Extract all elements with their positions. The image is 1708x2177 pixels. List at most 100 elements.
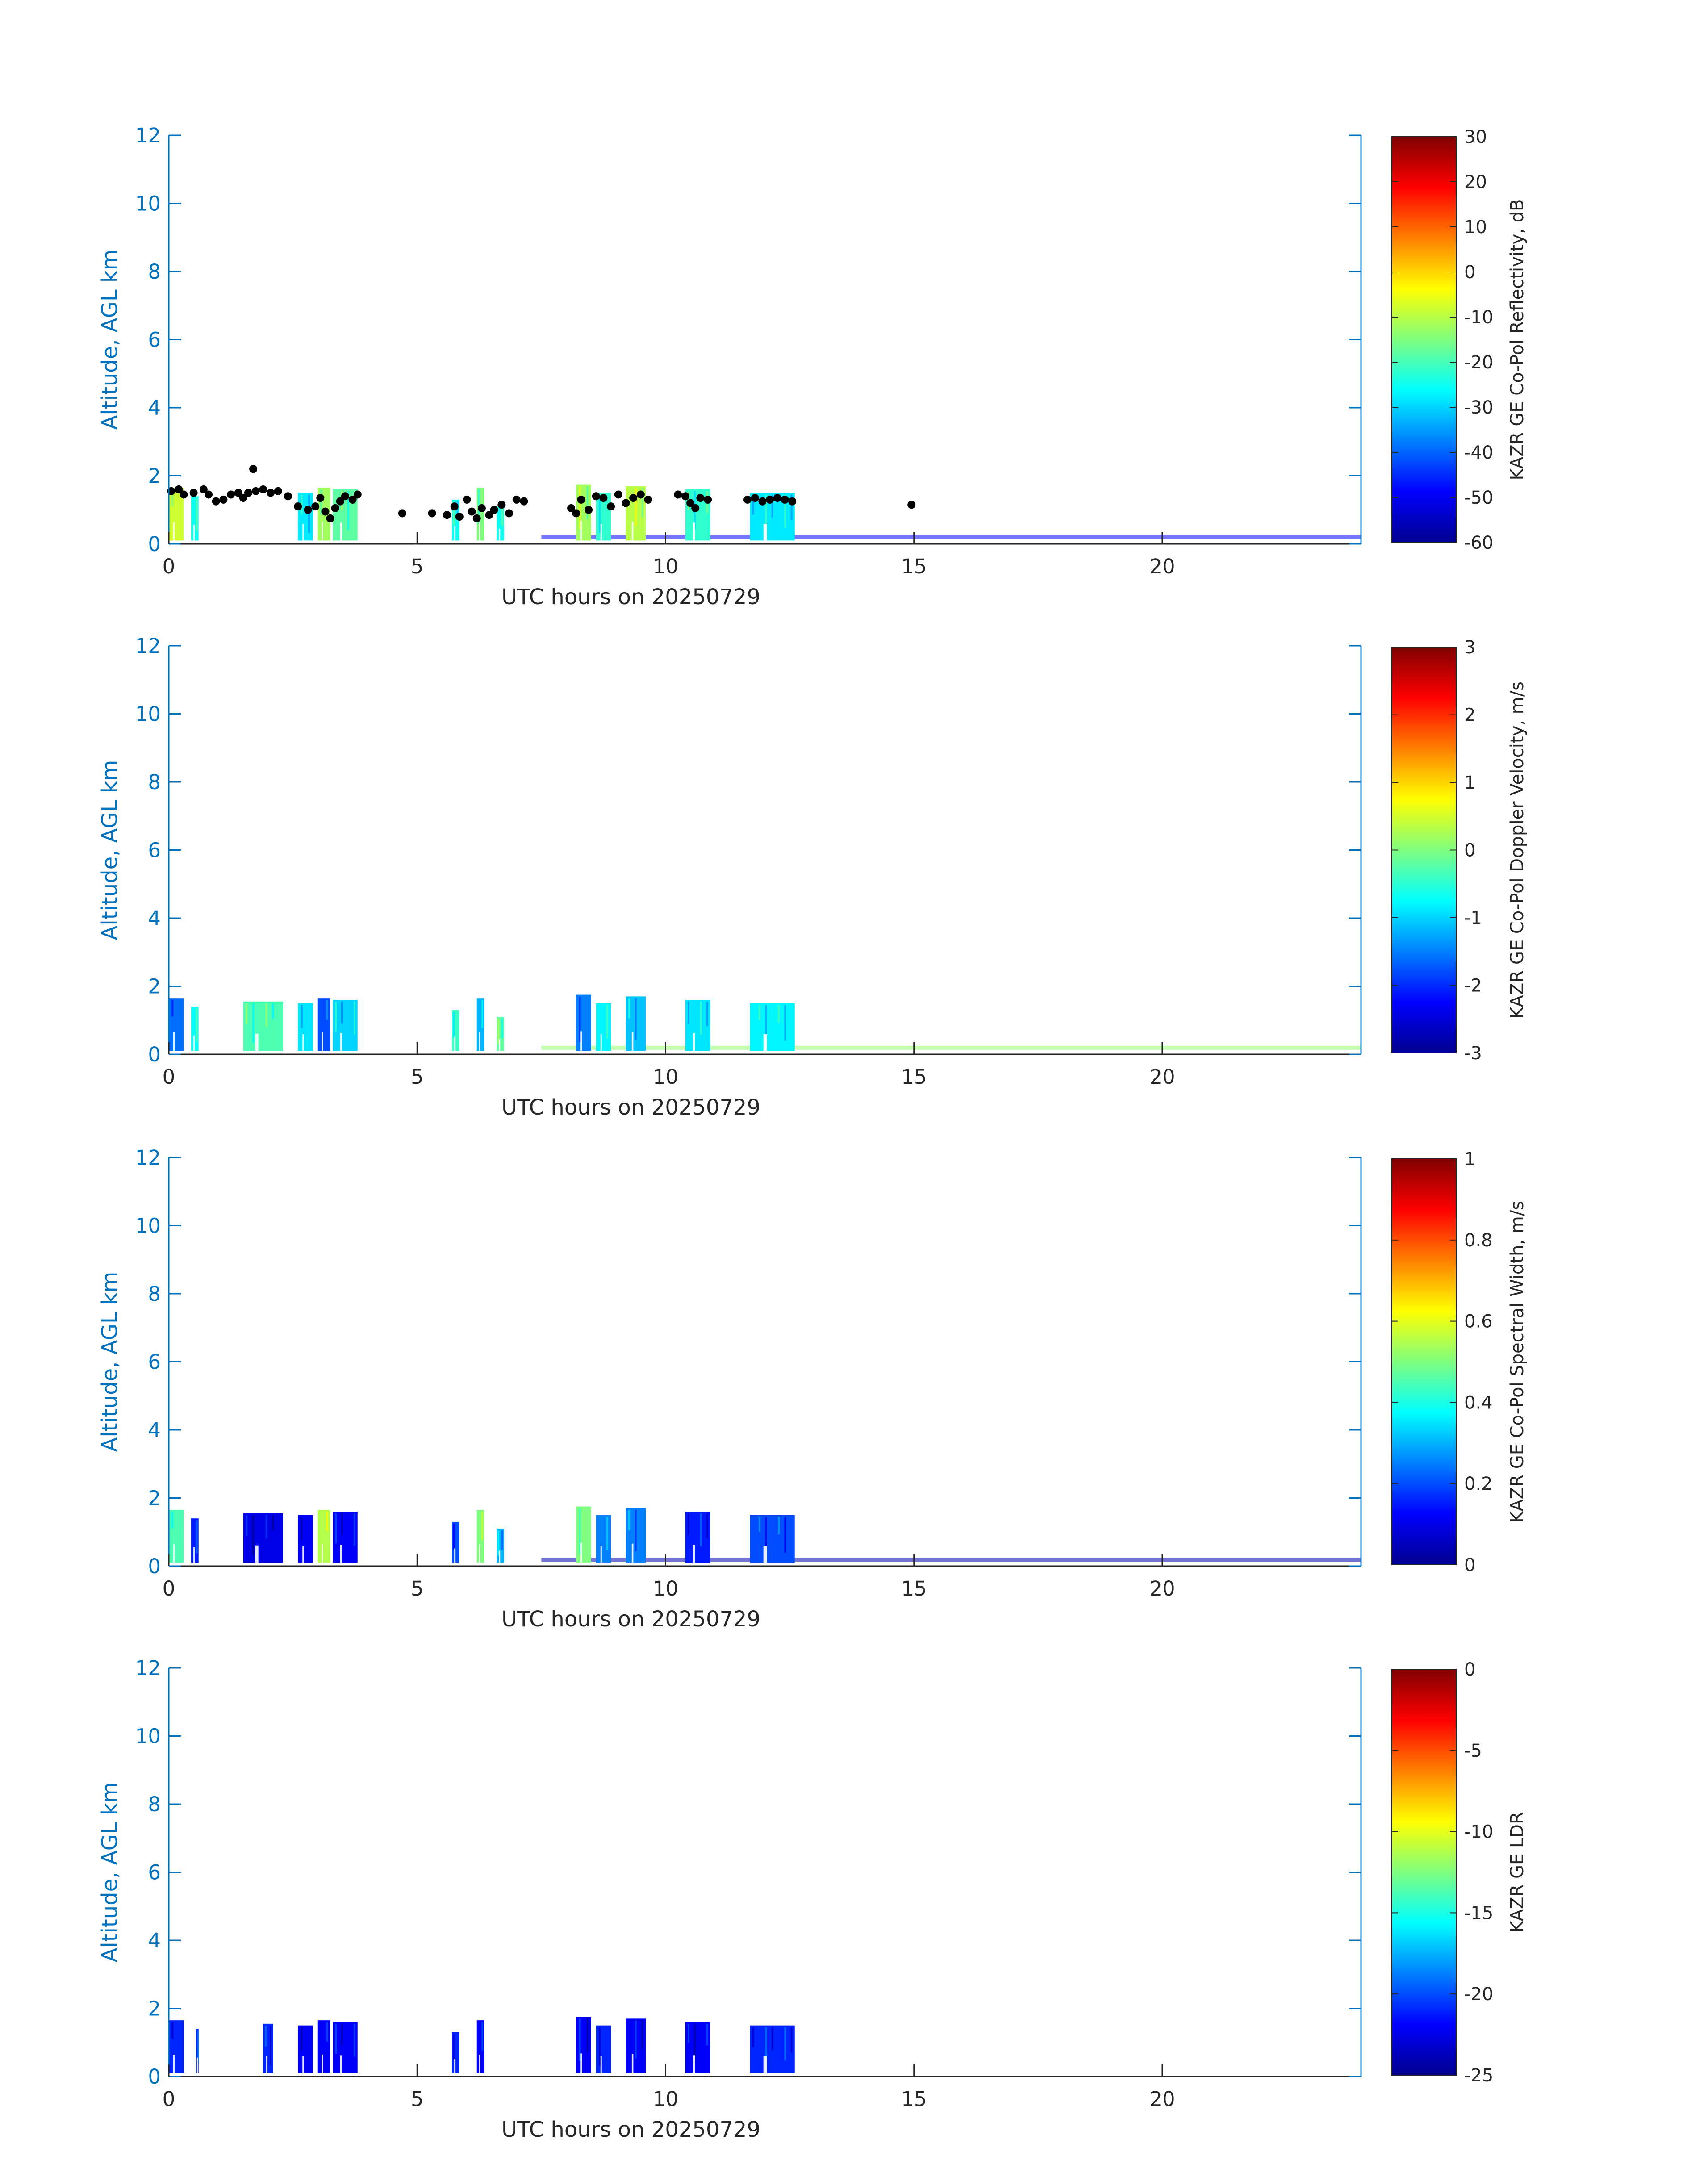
cloud-base-point — [468, 507, 476, 516]
cloud-base-point — [239, 494, 247, 502]
colorbar: 30 20 10 0 -10 -20 -30 -40 -50 -60 KAZR GE Co-Pol … — [1391, 127, 1528, 553]
cloud-base-point — [567, 504, 576, 512]
colorbar-gradient — [1391, 1158, 1457, 1565]
cloud-base-point — [311, 502, 320, 511]
echo-column — [750, 1515, 795, 1563]
echo-column — [476, 998, 484, 1051]
cloud-base-point — [455, 513, 464, 521]
y-tick-label: 0 — [148, 1043, 161, 1066]
echo-column — [196, 2029, 199, 2073]
x-tick-label: 15 — [901, 555, 927, 578]
echo-column — [191, 1007, 199, 1051]
colorbar-label: KAZR GE Co-Pol Spectral Width, m/s — [1507, 1201, 1528, 1523]
cloud-base-point — [249, 465, 258, 473]
x-tick-label: 10 — [653, 2087, 678, 2111]
cloud-base-point — [326, 514, 334, 522]
y-tick-label: 8 — [148, 770, 161, 794]
colorbar-tick-label: 0 — [1464, 840, 1475, 861]
x-tick-label: 20 — [1149, 555, 1175, 578]
y-axis-label: Altitude, AGL km — [97, 1272, 122, 1452]
y-tick-label: 8 — [148, 1793, 161, 1816]
echo-column — [685, 1000, 710, 1051]
colorbar-tick-label: 0.2 — [1464, 1474, 1493, 1494]
colorbar: 3 2 1 0 -1 -2 -3 KAZR GE Co-Pol Doppler Velocit… — [1391, 637, 1528, 1064]
x-tick-label: 5 — [411, 1577, 424, 1600]
colorbar-tick-label: 30 — [1464, 127, 1487, 147]
cloud-base-point — [321, 507, 330, 516]
y-tick-label: 8 — [148, 260, 161, 284]
colorbar-tick-label: 1 — [1464, 773, 1475, 793]
echo-column — [476, 1510, 484, 1563]
cloud-base-point — [629, 494, 638, 502]
y-tick-label: 0 — [148, 1554, 161, 1578]
cloud-base-point — [212, 497, 220, 506]
x-tick-label: 5 — [411, 2087, 424, 2111]
colorbar-tick-label: 0.4 — [1464, 1392, 1493, 1413]
cloud-base-point — [497, 501, 506, 509]
cloud-base-point — [691, 504, 700, 512]
echo-column — [298, 2025, 313, 2073]
echo-column — [333, 2022, 358, 2073]
cloud-base-point — [743, 495, 752, 504]
surface-echo-layer — [541, 1557, 1361, 1562]
colorbar-tick-label: -1 — [1464, 908, 1482, 928]
cloud-base-point — [219, 495, 228, 504]
cloud-base-point — [505, 509, 514, 518]
surface-echo-layer — [541, 1045, 1361, 1050]
x-tick-label: 20 — [1149, 2087, 1175, 2111]
x-tick-label: 0 — [163, 1577, 175, 1600]
echo-column — [452, 1521, 459, 1563]
cloud-base-point — [758, 497, 767, 506]
cloud-base-point — [607, 502, 615, 511]
echo-column — [298, 1003, 313, 1051]
echo-column — [626, 2018, 646, 2073]
y-tick-label: 0 — [148, 2065, 161, 2089]
echo-column — [243, 1001, 283, 1051]
echo-column — [685, 2022, 710, 2073]
y-tick-label: 12 — [135, 1656, 161, 1680]
colorbar-tick-label: 20 — [1464, 172, 1487, 192]
echo-column — [576, 1506, 591, 1563]
echo-column — [497, 1017, 504, 1051]
y-tick-label: 10 — [135, 1725, 161, 1748]
x-tick-label: 20 — [1149, 1065, 1175, 1089]
cloud-base-point — [175, 485, 183, 493]
cloud-base-point — [443, 511, 451, 519]
cloud-base-point — [490, 506, 498, 514]
echo-column — [317, 998, 330, 1051]
cloud-base-point — [751, 494, 759, 502]
colorbar-tick-label: -10 — [1464, 1822, 1493, 1843]
x-tick-label: 20 — [1149, 1577, 1175, 1600]
cloud-base-point — [907, 501, 916, 509]
echo-column — [263, 2023, 273, 2073]
colorbar-tick-label: -40 — [1464, 443, 1493, 463]
colorbar-tick-label: 0 — [1464, 1555, 1475, 1575]
x-tick-label: 0 — [163, 1065, 175, 1089]
echo-column — [497, 506, 504, 541]
echo-column — [243, 1513, 283, 1563]
echo-column — [317, 2020, 330, 2073]
echo-column — [191, 496, 199, 541]
x-tick-label: 15 — [901, 1577, 927, 1600]
x-tick-label: 10 — [653, 1577, 678, 1600]
cloud-base-point — [520, 497, 528, 506]
colorbar-tick-label: 3 — [1464, 637, 1475, 658]
cloud-base-point — [199, 485, 208, 493]
colorbar-tick-label: -10 — [1464, 307, 1493, 328]
colorbar-tick-label: 1 — [1464, 1149, 1475, 1170]
y-tick-label: 10 — [135, 702, 161, 726]
cloud-base-point — [599, 494, 608, 502]
colorbar-tick-label: -20 — [1464, 352, 1493, 373]
echo-column — [191, 1518, 199, 1563]
echo-column — [298, 1515, 313, 1563]
y-tick-label: 4 — [148, 907, 161, 930]
cloud-base-point — [331, 504, 339, 512]
cloud-base-point — [274, 487, 282, 495]
y-tick-label: 12 — [135, 634, 161, 658]
cloud-base-point — [294, 502, 302, 511]
cloud-base-point — [585, 506, 593, 514]
colorbar-tick-label: 10 — [1464, 217, 1487, 238]
cloud-base-point — [577, 495, 585, 504]
